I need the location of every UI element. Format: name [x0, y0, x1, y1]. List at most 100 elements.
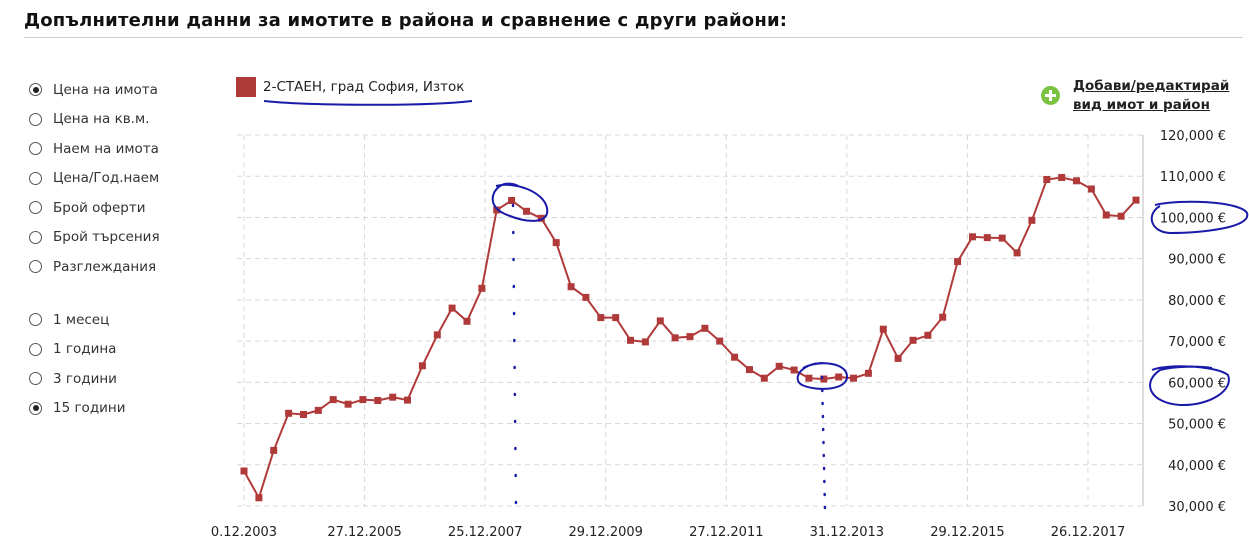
- data-point[interactable]: [969, 233, 976, 241]
- data-point[interactable]: [1043, 176, 1051, 183]
- plus-circle-icon[interactable]: [1041, 86, 1060, 105]
- data-point[interactable]: [344, 400, 352, 408]
- data-point[interactable]: [270, 446, 278, 454]
- data-point[interactable]: [1102, 211, 1110, 219]
- data-point[interactable]: [493, 206, 501, 214]
- metric-option-price-to-rent[interactable]: Цена/Год.наем: [29, 164, 160, 194]
- data-point[interactable]: [374, 397, 382, 404]
- data-point[interactable]: [879, 325, 887, 333]
- data-point[interactable]: [909, 336, 917, 344]
- data-point[interactable]: [433, 331, 441, 339]
- data-point[interactable]: [1058, 174, 1066, 181]
- radio-icon[interactable]: [29, 230, 42, 244]
- grid-lines: 30,000 € 40,000 € 50,000 € 60,000 € 70,000 €…: [211, 129, 1226, 540]
- data-point[interactable]: [612, 314, 620, 322]
- data-point[interactable]: [820, 375, 828, 383]
- data-point[interactable]: [1073, 177, 1080, 185]
- data-point[interactable]: [567, 283, 575, 291]
- option-label: Цена/Год.наем: [53, 170, 160, 187]
- data-point[interactable]: [300, 411, 307, 418]
- add-edit-line-1[interactable]: Добави/редактирай: [1073, 78, 1230, 94]
- add-edit-link[interactable]: Добави/редактирай вид имот и район: [1041, 77, 1229, 115]
- data-point[interactable]: [523, 207, 530, 215]
- add-edit-line-2[interactable]: вид имот и район: [1073, 97, 1210, 113]
- data-point[interactable]: [850, 374, 857, 382]
- data-point[interactable]: [760, 374, 768, 382]
- period-option-1-month[interactable]: 1 месец: [29, 305, 126, 335]
- option-label: Цена на имота: [53, 81, 158, 98]
- data-point[interactable]: [404, 396, 411, 404]
- data-point[interactable]: [894, 354, 902, 362]
- data-point[interactable]: [329, 396, 337, 404]
- radio-icon[interactable]: [29, 313, 42, 327]
- data-point[interactable]: [285, 409, 293, 417]
- x-tick-label: 29.12.2009: [568, 525, 642, 540]
- data-point[interactable]: [954, 258, 962, 266]
- metric-option-views[interactable]: Разглеждания: [29, 252, 160, 282]
- data-point[interactable]: [627, 336, 634, 344]
- data-point[interactable]: [508, 197, 516, 204]
- data-point[interactable]: [359, 396, 367, 404]
- data-point[interactable]: [998, 234, 1006, 242]
- add-edit-text[interactable]: Добави/редактирай вид имот и район: [1073, 77, 1229, 115]
- data-point[interactable]: [1087, 185, 1095, 193]
- data-point[interactable]: [656, 317, 664, 325]
- radio-icon[interactable]: [29, 83, 42, 97]
- data-point[interactable]: [463, 317, 471, 325]
- data-point[interactable]: [255, 494, 263, 502]
- data-point[interactable]: [701, 324, 709, 332]
- period-option-15-years[interactable]: 15 години: [29, 394, 126, 424]
- data-point[interactable]: [686, 333, 694, 341]
- data-point[interactable]: [597, 314, 605, 322]
- data-point[interactable]: [641, 338, 649, 346]
- data-point[interactable]: [552, 239, 560, 247]
- radio-icon[interactable]: [29, 142, 42, 156]
- data-point[interactable]: [835, 373, 843, 381]
- data-point[interactable]: [924, 331, 932, 339]
- data-point[interactable]: [1013, 249, 1021, 257]
- data-point[interactable]: [1132, 196, 1140, 204]
- radio-icon[interactable]: [29, 201, 42, 215]
- data-point[interactable]: [1028, 216, 1036, 224]
- data-point[interactable]: [478, 284, 486, 292]
- data-point[interactable]: [537, 214, 545, 222]
- radio-icon[interactable]: [29, 112, 42, 126]
- radio-icon[interactable]: [29, 342, 42, 356]
- data-point[interactable]: [418, 362, 426, 370]
- metric-option-price[interactable]: Цена на имота: [29, 75, 160, 105]
- option-label: Брой оферти: [53, 199, 146, 216]
- data-point[interactable]: [939, 313, 947, 321]
- radio-icon[interactable]: [29, 372, 42, 386]
- radio-icon[interactable]: [29, 171, 42, 185]
- period-option-1-year[interactable]: 1 година: [29, 335, 126, 365]
- data-point[interactable]: [448, 304, 456, 312]
- data-point[interactable]: [731, 353, 739, 361]
- data-point[interactable]: [790, 366, 798, 374]
- metric-option-offers[interactable]: Брой оферти: [29, 193, 160, 223]
- period-option-3-years[interactable]: 3 години: [29, 364, 126, 394]
- x-tick-label: 0.12.2003: [211, 525, 277, 540]
- data-point[interactable]: [805, 374, 813, 382]
- metric-option-rent[interactable]: Наем на имота: [29, 134, 160, 164]
- data-point[interactable]: [314, 406, 322, 414]
- data-point[interactable]: [864, 369, 872, 377]
- radio-icon[interactable]: [29, 401, 42, 415]
- data-point[interactable]: [775, 362, 783, 370]
- y-tick-label: 120,000 €: [1160, 129, 1226, 144]
- data-point[interactable]: [582, 293, 590, 301]
- radio-icon[interactable]: [29, 260, 42, 274]
- metric-option-price-per-sqm[interactable]: Цена на кв.м.: [29, 105, 160, 135]
- option-label: Брой търсения: [53, 229, 160, 246]
- legend-swatch: [236, 77, 256, 97]
- x-tick-label: 25.12.2007: [448, 525, 522, 540]
- data-point[interactable]: [240, 467, 248, 475]
- data-point[interactable]: [1117, 212, 1125, 220]
- data-point[interactable]: [746, 366, 753, 374]
- data-point[interactable]: [389, 393, 397, 401]
- data-point[interactable]: [671, 334, 679, 342]
- data-point[interactable]: [716, 337, 724, 345]
- data-point[interactable]: [983, 234, 991, 242]
- metric-option-searches[interactable]: Брой търсения: [29, 223, 160, 253]
- option-label: Цена на кв.м.: [53, 111, 150, 128]
